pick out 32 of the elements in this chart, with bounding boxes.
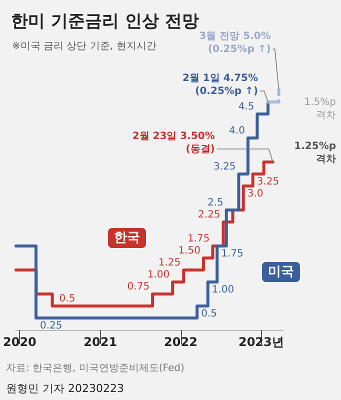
annotation: 3월 전망 5.0% (0.25%p ↑) [199,31,271,55]
data-label: 0.75 [127,282,150,292]
text: ※미국 금리 상단 기준, 현지시간 [12,41,156,52]
data-label: 3.25 [213,162,236,172]
data-label: 3.25 [256,176,280,188]
data-label: 1.00 [212,284,234,296]
chart-title: 한미 기준금리 인상 전망 [11,12,199,32]
data-label: 0.5 [201,308,217,320]
data-label: 2.25 [198,210,220,220]
x-tick-label: 2020 [2,335,36,349]
annotation: 2월 1일 4.75% (0.25%p ↑) [182,73,258,97]
data-label: 3.0 [247,188,264,200]
data-label: 1.25 [158,258,181,268]
data-label: 4.5 [238,102,254,112]
annotation: 2월 23일 3.50% (동결) [132,131,215,155]
data-label: 1.00 [147,270,170,280]
text: 1.5%p 격차 [304,97,336,121]
x-tick-label: 2021 [84,335,118,349]
x-tick-label: 2023년 [238,335,284,349]
data-label: 2.5 [207,198,224,208]
data-label: 0.25 [40,320,62,332]
text: 원형민 기자 20230223 [6,382,124,395]
data-label: 4.0 [229,126,245,136]
text: 미국 [268,264,294,280]
text: 한국 [114,230,140,246]
text: 1.25%p 격차 [294,141,336,165]
data-label: 0.5 [59,294,76,304]
data-label: 1.50 [178,246,200,256]
data-label: 1.75 [187,234,210,244]
x-tick-label: 2022 [164,335,198,349]
data-label: 1.75 [221,248,244,260]
text: 자료: 한국은행, 미국연방준비제도(Fed) [6,363,185,374]
